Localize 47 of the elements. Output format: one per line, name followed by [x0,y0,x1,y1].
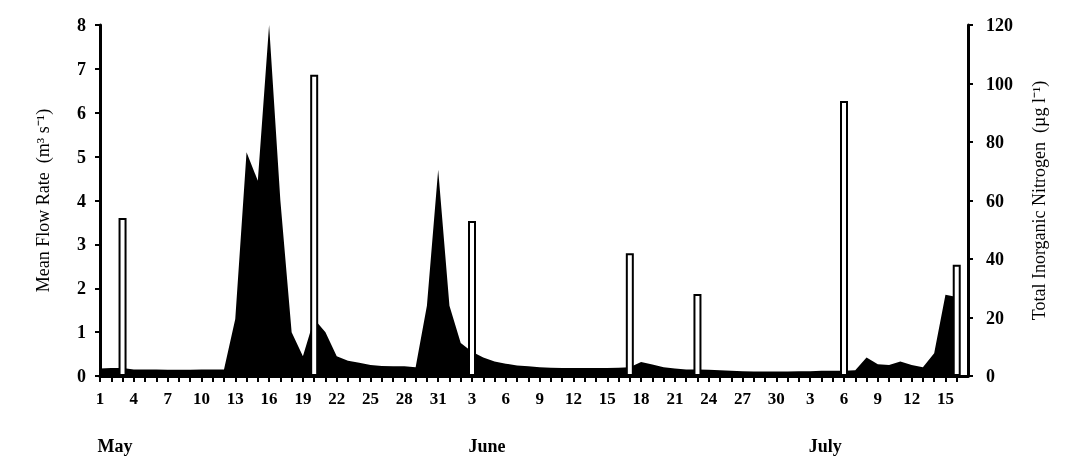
x-tick-label: 4 [129,389,139,408]
y-tick-label: 6 [77,102,86,123]
y2-tick-label: 20 [986,307,1004,328]
x-tick-label: 24 [700,389,718,408]
x-tick-label: 19 [294,389,312,408]
y2-tick-label: 100 [986,73,1013,94]
x-tick-label: 28 [395,389,413,408]
x-tick-label: 6 [839,389,849,408]
x-tick-label: 3 [467,389,477,408]
x-tick-label: 12 [903,389,921,408]
x-tick-label: 15 [598,389,616,408]
y-tick-label: 0 [77,366,86,386]
x-tick-label: 31 [429,389,447,408]
x-tick-label: 13 [226,389,244,408]
x-tick-label: 12 [564,389,582,408]
x-tick-label: 3 [805,389,815,408]
x-tick-label: 1 [95,389,105,408]
x-tick-label: 16 [260,389,278,408]
y2-tick-label: 40 [986,249,1004,269]
y2-axis-title: Total Inorganic Nitrogen (µg l⁻¹) [1029,80,1050,321]
y-tick-label: 3 [77,234,86,255]
text: June [468,436,506,456]
y-tick-label: 7 [77,58,86,79]
y2-tick-label: 80 [986,132,1004,152]
x-tick-label: 7 [163,389,173,408]
y-tick-label: 1 [77,322,86,343]
x-tick-label: 22 [328,389,346,408]
x-tick-label: 15 [936,389,954,408]
x-tick-label: 21 [666,389,684,408]
text: July [808,436,842,456]
y2-tick-label: 120 [986,15,1013,35]
x-tick-label: 18 [632,389,650,408]
x-tick-label: 6 [501,389,511,408]
y2-tick-label: 60 [986,190,1004,211]
text: May [97,436,133,456]
x-tick-label: 27 [734,389,752,408]
y-tick-label: 5 [77,146,86,167]
y2-tick-label: 0 [986,366,995,386]
y-tick-label: 8 [77,15,86,35]
y-axis-title: Mean Flow Rate (m³ s⁻¹) [33,108,54,293]
x-tick-label: 9 [535,389,544,408]
x-tick-label: 10 [192,389,210,408]
y-tick-label: 2 [77,278,86,299]
y-tick-label: 4 [77,190,86,211]
x-tick-label: 30 [767,389,785,408]
x-tick-label: 9 [873,389,883,408]
x-tick-label: 25 [362,389,380,408]
